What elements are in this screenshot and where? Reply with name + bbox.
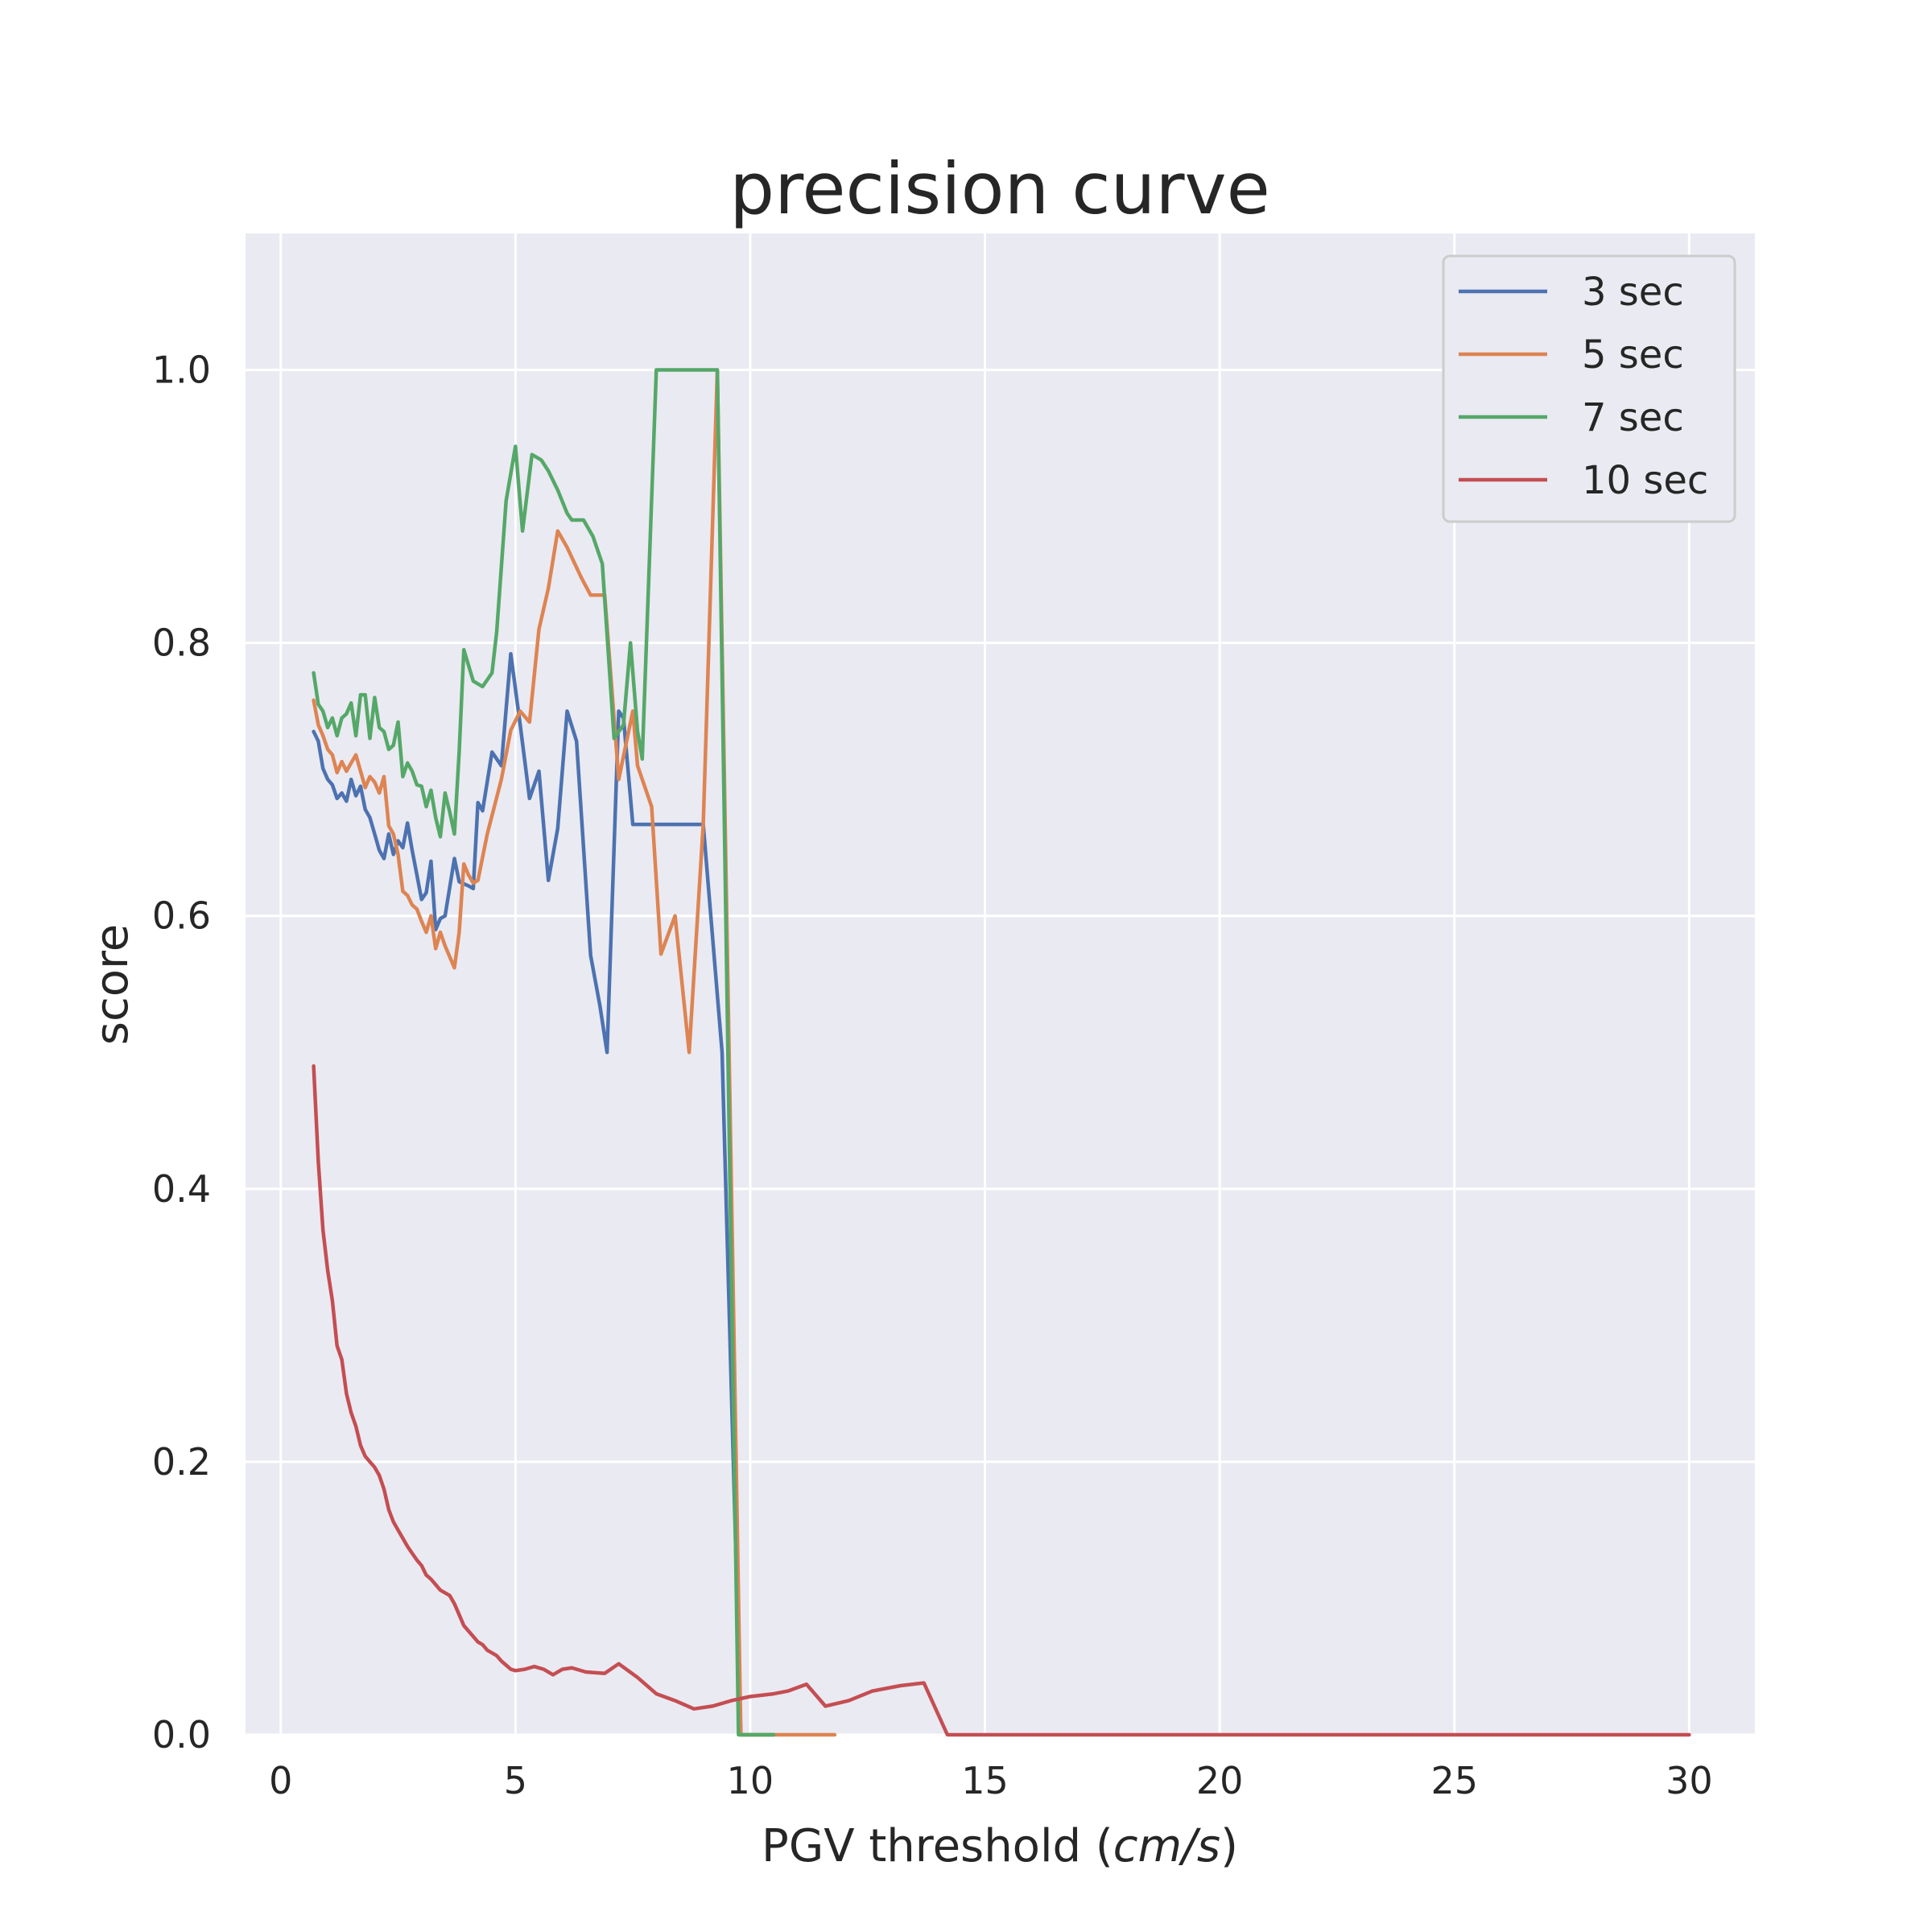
y-tick-label: 0.2	[152, 1440, 211, 1484]
chart-title: precision curve	[729, 147, 1270, 230]
y-axis-label: score	[86, 924, 138, 1045]
x-axis-label-text: PGV threshold (	[762, 1820, 1113, 1872]
x-axis-label-close: )	[1220, 1820, 1238, 1872]
x-tick-label: 15	[961, 1759, 1009, 1802]
series-line-7-sec	[312, 368, 776, 1737]
y-tick-label: 0.4	[152, 1167, 211, 1211]
y-tick-label: 0.0	[152, 1713, 211, 1757]
grid-lines	[246, 233, 1755, 1736]
series-line-3-sec	[312, 651, 776, 1737]
y-tick-label: 0.8	[152, 621, 211, 665]
legend-label: 10 sec	[1582, 458, 1708, 503]
y-axis-ticks: 0.0 0.2 0.4 0.6 0.8 1.0	[152, 349, 211, 1757]
series-lines	[312, 368, 1691, 1737]
x-tick-label: 25	[1430, 1759, 1478, 1802]
y-tick-label: 0.6	[152, 894, 211, 938]
legend-label: 7 sec	[1582, 395, 1684, 440]
x-tick-label: 5	[504, 1759, 527, 1802]
series-line-5-sec	[312, 368, 837, 1737]
legend-label: 3 sec	[1582, 270, 1684, 315]
x-tick-label: 30	[1666, 1759, 1713, 1802]
series-line-10-sec	[312, 1063, 1691, 1737]
legend: 3 sec 5 sec 7 sec 10 sec	[1442, 254, 1736, 523]
y-tick-label: 1.0	[152, 349, 211, 392]
x-axis-ticks: 0 5 10 15 20 25 30	[269, 1759, 1713, 1802]
x-axis-label-unit: cm/s	[1113, 1820, 1220, 1872]
legend-box	[1442, 254, 1736, 523]
x-tick-label: 10	[727, 1759, 774, 1802]
legend-label: 5 sec	[1582, 332, 1684, 378]
x-tick-label: 20	[1196, 1759, 1244, 1802]
x-axis-label: PGV threshold (cm/s)	[762, 1820, 1238, 1872]
x-tick-label: 0	[269, 1759, 292, 1802]
